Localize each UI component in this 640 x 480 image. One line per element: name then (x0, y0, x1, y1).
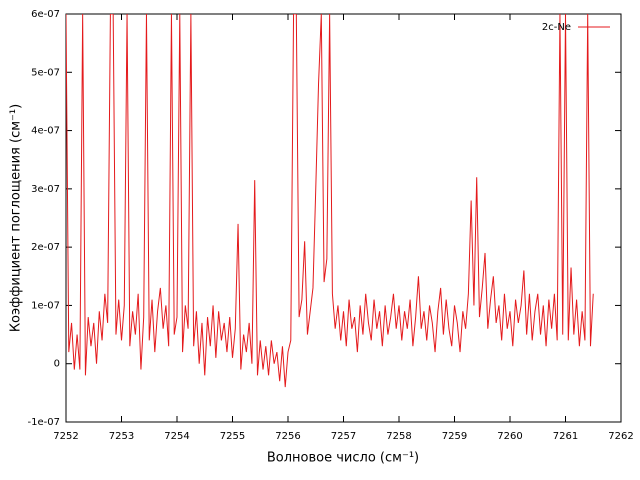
x-tick-label: 7255 (220, 431, 245, 442)
y-tick-label: 1e-07 (31, 300, 60, 311)
x-tick-label: 7256 (275, 431, 300, 442)
y-tick-label: 4e-07 (31, 126, 60, 137)
y-axis-label: Коэффициент поглощения (см⁻¹) (9, 104, 24, 332)
x-tick-label: 7257 (331, 431, 356, 442)
x-tick-label: 7258 (386, 431, 411, 442)
series-line (66, 14, 594, 388)
legend-label: 2c-Ne (542, 22, 571, 33)
x-tick-label: 7259 (442, 431, 467, 442)
y-tick-label: -1e-07 (28, 417, 60, 428)
x-tick-label: 7252 (53, 431, 78, 442)
y-tick-label: 5e-07 (31, 67, 60, 78)
y-tick-label: 6e-07 (31, 9, 60, 20)
x-tick-label: 7253 (109, 431, 134, 442)
plot-area (66, 14, 594, 388)
x-tick-label: 7262 (608, 431, 633, 442)
plot-frame (65, 13, 622, 423)
x-tick-label: 7260 (497, 431, 522, 442)
y-tick-label: 0 (54, 359, 60, 370)
y-tick-label: 2e-07 (31, 242, 60, 253)
y-tick-label: 3e-07 (31, 184, 60, 195)
x-tick-label: 7261 (553, 431, 578, 442)
x-tick-label: 7254 (164, 431, 189, 442)
x-axis-label: Волновое число (см⁻¹) (267, 451, 419, 466)
